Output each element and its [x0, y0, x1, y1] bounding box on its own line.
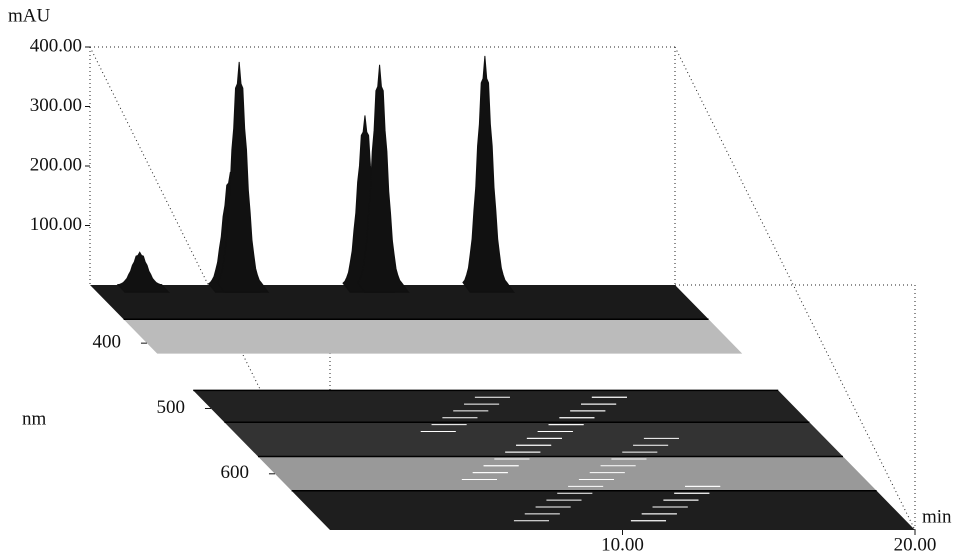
y-tick-label: 400.00: [30, 35, 82, 56]
y-tick-label: 200.00: [30, 154, 82, 175]
x-tick-label: 10.00: [601, 534, 644, 555]
spectral-band: [193, 390, 809, 422]
z-tick-label: 400: [92, 332, 121, 353]
y-tick-label: 300.00: [30, 95, 82, 116]
z-tick-label: 600: [220, 462, 249, 483]
spectral-band: [224, 422, 843, 456]
x-axis-label: min: [922, 506, 952, 527]
peak: [463, 56, 514, 292]
spectral-band: [258, 457, 877, 491]
x-tick-label: 20.00: [894, 534, 937, 555]
y-tick-label: 100.00: [30, 214, 82, 235]
spectral-band: [124, 319, 743, 353]
spectral-band: [292, 491, 915, 530]
peak: [217, 62, 268, 292]
y-axis-label: mAU: [8, 5, 51, 26]
z-axis-label: nm: [22, 408, 47, 429]
chart: mAU nm min 100.00 200.00 300.00 400.00 400 50…: [0, 0, 967, 558]
z-tick-label: 500: [156, 397, 185, 418]
peak: [118, 252, 169, 292]
